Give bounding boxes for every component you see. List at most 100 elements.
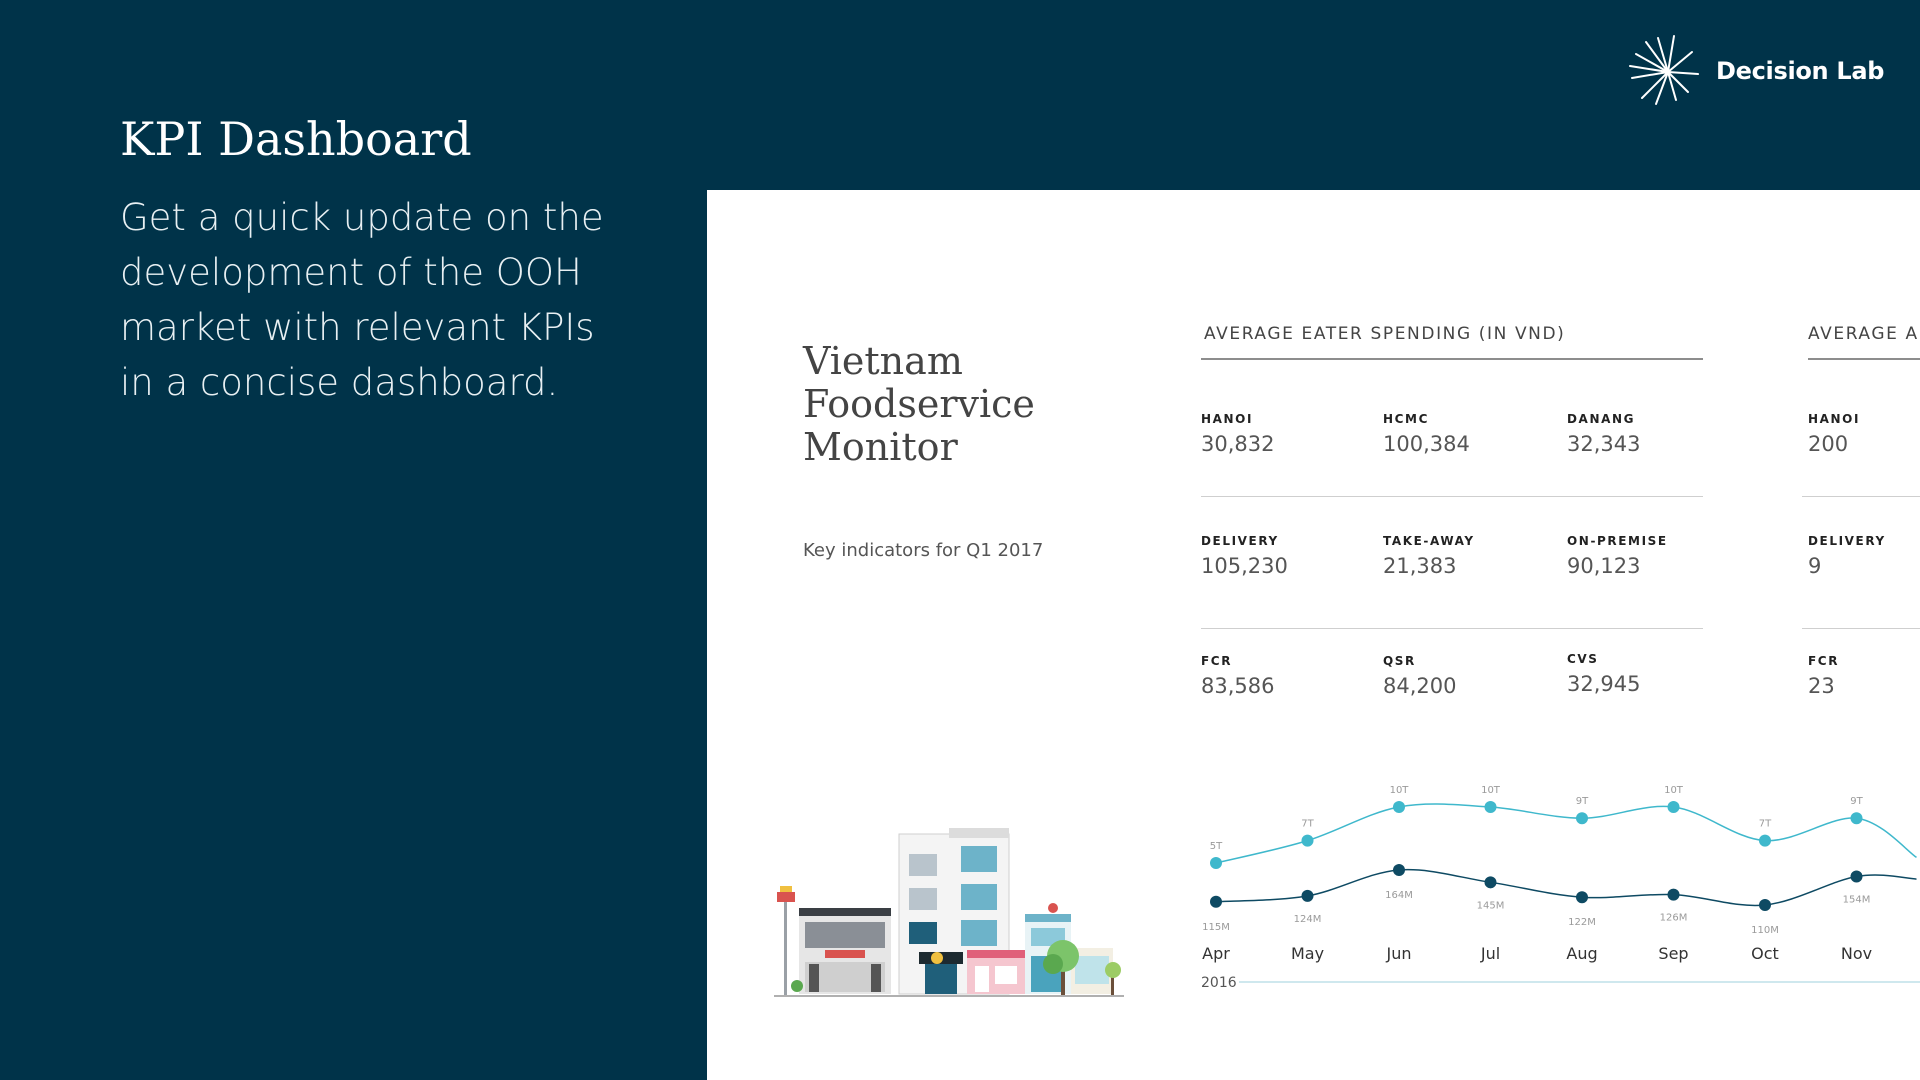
- data-label: 7T: [1759, 819, 1772, 830]
- street-shops-illustration: [774, 828, 1124, 997]
- kpi-label: FCR: [1808, 654, 1840, 668]
- data-point: [1576, 812, 1588, 825]
- kpi-label: HANOI: [1201, 412, 1254, 426]
- kpi-qsr: QSR 84,200: [1383, 654, 1456, 698]
- kpi-hanoi-2: HANOI 200: [1808, 412, 1860, 456]
- data-label: 154M: [1843, 894, 1871, 905]
- section-title: AVERAGE AI: [1808, 324, 1920, 344]
- divider: [1802, 496, 1920, 497]
- kpi-take-away: TAKE-AWAY 21,383: [1383, 534, 1475, 578]
- kpi-label: ON-PREMISE: [1567, 534, 1668, 548]
- divider: [1808, 358, 1920, 360]
- x-tick-label: Sep: [1658, 944, 1688, 963]
- data-label: 10T: [1664, 785, 1684, 796]
- data-point: [1393, 864, 1405, 876]
- brand-logo: Decision Lab: [1628, 34, 1884, 108]
- kpi-label: HANOI: [1808, 412, 1861, 426]
- kpi-label: QSR: [1383, 654, 1416, 668]
- x-tick-label: Oct: [1751, 944, 1779, 963]
- intro-line: in a concise dashboard.: [120, 361, 559, 404]
- series-line: [1215, 803, 1917, 864]
- kpi-label: DELIVERY: [1201, 534, 1279, 548]
- kpi-danang: DANANG 32,343: [1567, 412, 1640, 456]
- intro-text: Get a quick update on the development of…: [120, 190, 640, 410]
- intro-line: market with relevant KPIs: [120, 306, 595, 349]
- kpi-label: FCR: [1201, 654, 1233, 668]
- data-label: 145M: [1477, 900, 1505, 911]
- divider: [1201, 628, 1703, 629]
- data-label: 9T: [1850, 796, 1863, 807]
- divider: [1201, 496, 1703, 497]
- x-tick-label: Jul: [1480, 944, 1500, 963]
- data-point: [1850, 812, 1863, 825]
- data-label: 122M: [1568, 917, 1596, 928]
- data-label: 5T: [1210, 841, 1223, 852]
- kpi-value: 23: [1808, 674, 1835, 698]
- page-title: KPI Dashboard: [120, 112, 472, 166]
- kpi-delivery-2: DELIVERY 9: [1808, 534, 1886, 578]
- brand-name: Decision Lab: [1716, 57, 1885, 85]
- data-point: [1576, 891, 1588, 904]
- data-label: 110M: [1751, 925, 1779, 936]
- year-label: 2016: [1201, 975, 1237, 991]
- data-point: [1484, 876, 1497, 889]
- data-point: [1667, 801, 1680, 813]
- kpi-value: 30,832: [1201, 432, 1275, 456]
- data-point: [1393, 801, 1405, 813]
- kpi-label: TAKE-AWAY: [1383, 534, 1475, 548]
- data-point: [1484, 801, 1497, 813]
- data-point: [1301, 889, 1314, 902]
- kpi-label: HCMC: [1383, 412, 1429, 426]
- data-label: 9T: [1576, 796, 1589, 807]
- dashboard-title-line: Monitor: [803, 425, 958, 469]
- kpi-value: 9: [1808, 554, 1822, 578]
- data-label: 126M: [1660, 913, 1688, 924]
- kpi-value: 83,586: [1201, 674, 1275, 698]
- data-point: [1667, 888, 1680, 901]
- section-title: AVERAGE EATER SPENDING (IN VND): [1204, 324, 1566, 344]
- data-label: 10T: [1390, 785, 1410, 796]
- data-label: 115M: [1202, 922, 1230, 933]
- kpi-delivery: DELIVERY 105,230: [1201, 534, 1288, 578]
- kpi-value: 84,200: [1383, 674, 1457, 698]
- x-tick-label: Jun: [1386, 944, 1412, 963]
- starburst-icon: [1629, 35, 1699, 105]
- kpi-label: CVS: [1567, 652, 1599, 666]
- series-line: [1215, 868, 1917, 907]
- kpi-on-premise: ON-PREMISE 90,123: [1567, 534, 1668, 578]
- kpi-label: DELIVERY: [1808, 534, 1886, 548]
- x-tick-label: Aug: [1566, 944, 1597, 963]
- data-point: [1759, 899, 1771, 911]
- data-point: [1759, 834, 1771, 847]
- data-label: 7T: [1301, 819, 1314, 830]
- data-label: 124M: [1294, 914, 1322, 925]
- data-point: [1210, 857, 1222, 869]
- kpi-hcmc: HCMC 100,384: [1383, 412, 1470, 456]
- data-point: [1301, 834, 1314, 847]
- kpi-value: 200: [1808, 432, 1849, 456]
- kpi-value: 32,343: [1567, 432, 1641, 456]
- dashboard-title: Vietnam Foodservice Monitor: [803, 340, 1063, 469]
- x-tick-label: Nov: [1841, 944, 1872, 963]
- kpi-value: 90,123: [1567, 554, 1641, 578]
- kpi-fcr-2: FCR 23: [1808, 654, 1839, 698]
- data-label: 10T: [1481, 785, 1501, 796]
- kpi-fcr: FCR 83,586: [1201, 654, 1274, 698]
- spending-trend-chart: 5T 7T 10T 10T 9T 10T 7T 9T 115M 124M 164M 145M 122M 1…: [1201, 785, 1920, 991]
- kpi-label: DANANG: [1567, 412, 1636, 426]
- dashboard-preview: Vietnam Foodservice Monitor Key indicato…: [707, 190, 1920, 1080]
- x-tick-label: May: [1291, 944, 1324, 963]
- divider: [1201, 358, 1703, 360]
- kpi-value: 100,384: [1383, 432, 1470, 456]
- dashboard-title-line: Vietnam: [803, 339, 963, 383]
- kpi-value: 105,230: [1201, 554, 1288, 578]
- kpi-value: 32,945: [1567, 672, 1641, 696]
- kpi-hanoi: HANOI 30,832: [1201, 412, 1274, 456]
- dashboard-title-line: Foodservice: [803, 382, 1035, 426]
- kpi-value: 21,383: [1383, 554, 1457, 578]
- divider: [1802, 628, 1920, 629]
- intro-line: development of the OOH: [120, 251, 582, 294]
- intro-line: Get a quick update on the: [120, 196, 604, 239]
- data-point: [1210, 895, 1222, 908]
- data-point: [1850, 870, 1863, 883]
